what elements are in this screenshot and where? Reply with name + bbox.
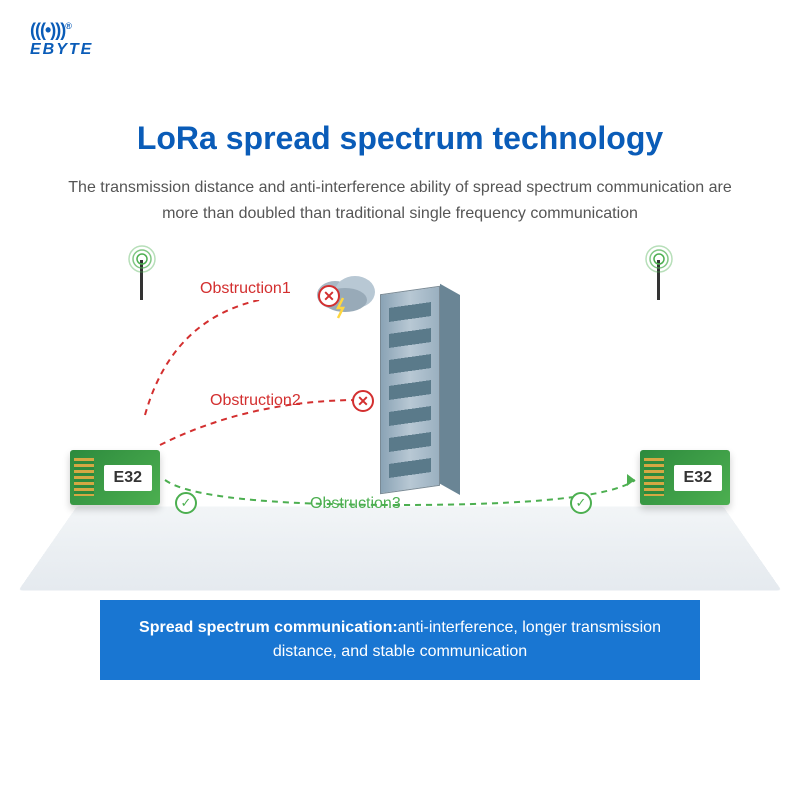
lora-diagram: E32 E32 Obstruction1 Obstruction2 Obstru… <box>0 300 800 650</box>
logo-antenna-icon: (((•)))® <box>30 20 93 41</box>
lora-module-right: E32 <box>640 450 730 505</box>
lora-module-left: E32 <box>70 450 160 505</box>
module-label-right: E32 <box>674 465 722 491</box>
footer-banner: Spread spectrum communication:anti-inter… <box>100 600 700 680</box>
antenna-left-icon <box>140 260 143 300</box>
arrow-head-icon <box>627 474 635 486</box>
building-obstacle <box>380 286 440 494</box>
antenna-right-icon <box>657 260 660 300</box>
brand-logo: (((•)))® EBYTE <box>30 20 93 59</box>
footer-bold-text: Spread spectrum communication: <box>139 619 398 636</box>
success-check-2-icon: ✓ <box>570 492 592 514</box>
module-label-left: E32 <box>104 465 152 491</box>
page-subtitle: The transmission distance and anti-inter… <box>0 175 800 226</box>
logo-brand-text: EBYTE <box>30 41 93 59</box>
obstruction-3-label: Obstruction3 <box>310 495 401 513</box>
obstruction-1-label: Obstruction1 <box>200 280 291 298</box>
obstruction-2-label: Obstruction2 <box>210 392 301 410</box>
blocked-mark-2-icon: ✕ <box>352 390 374 412</box>
page-title: LoRa spread spectrum technology <box>0 120 800 157</box>
blocked-mark-1-icon: ✕ <box>318 285 340 307</box>
success-check-1-icon: ✓ <box>175 492 197 514</box>
